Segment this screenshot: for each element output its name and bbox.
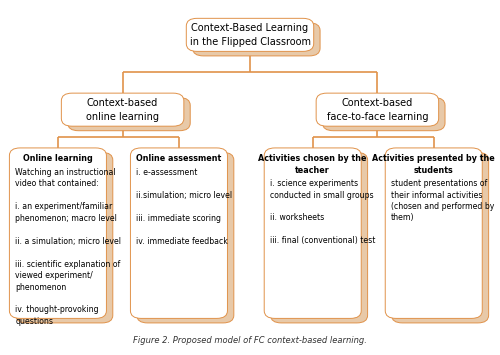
FancyBboxPatch shape: [322, 98, 445, 131]
FancyBboxPatch shape: [68, 98, 190, 131]
FancyBboxPatch shape: [192, 23, 320, 56]
Text: Context-based
face-to-face learning: Context-based face-to-face learning: [326, 98, 428, 122]
Text: Context-Based Learning
in the Flipped Classroom: Context-Based Learning in the Flipped Cl…: [190, 23, 310, 47]
Text: Online assessment: Online assessment: [136, 154, 222, 163]
Text: Activities chosen by the
teacher: Activities chosen by the teacher: [258, 154, 367, 175]
FancyBboxPatch shape: [186, 18, 314, 51]
Text: Context-based
online learning: Context-based online learning: [86, 98, 159, 122]
FancyBboxPatch shape: [137, 152, 234, 323]
FancyBboxPatch shape: [385, 148, 482, 318]
Text: student presentations of
their informal activities
(chosen and performed by
them: student presentations of their informal …: [391, 179, 494, 223]
Text: Watching an instructional
video that contained:

i. an experiment/familiar
pheno: Watching an instructional video that con…: [16, 168, 122, 326]
FancyBboxPatch shape: [130, 148, 228, 318]
FancyBboxPatch shape: [270, 152, 368, 323]
FancyBboxPatch shape: [10, 148, 106, 318]
FancyBboxPatch shape: [16, 152, 113, 323]
Text: Online learning: Online learning: [23, 154, 93, 163]
Text: i. science experiments
conducted in small groups

ii. worksheets

iii. final (co: i. science experiments conducted in smal…: [270, 179, 376, 245]
Text: Figure 2. Proposed model of FC context-based learning.: Figure 2. Proposed model of FC context-b…: [133, 336, 367, 345]
FancyBboxPatch shape: [62, 93, 184, 126]
FancyBboxPatch shape: [316, 93, 438, 126]
Text: i. e-assessment

ii.simulation; micro level

iii. immediate scoring

iv. immedia: i. e-assessment ii.simulation; micro lev…: [136, 168, 232, 246]
FancyBboxPatch shape: [392, 152, 488, 323]
Text: Activities presented by the
students: Activities presented by the students: [372, 154, 495, 175]
FancyBboxPatch shape: [264, 148, 361, 318]
